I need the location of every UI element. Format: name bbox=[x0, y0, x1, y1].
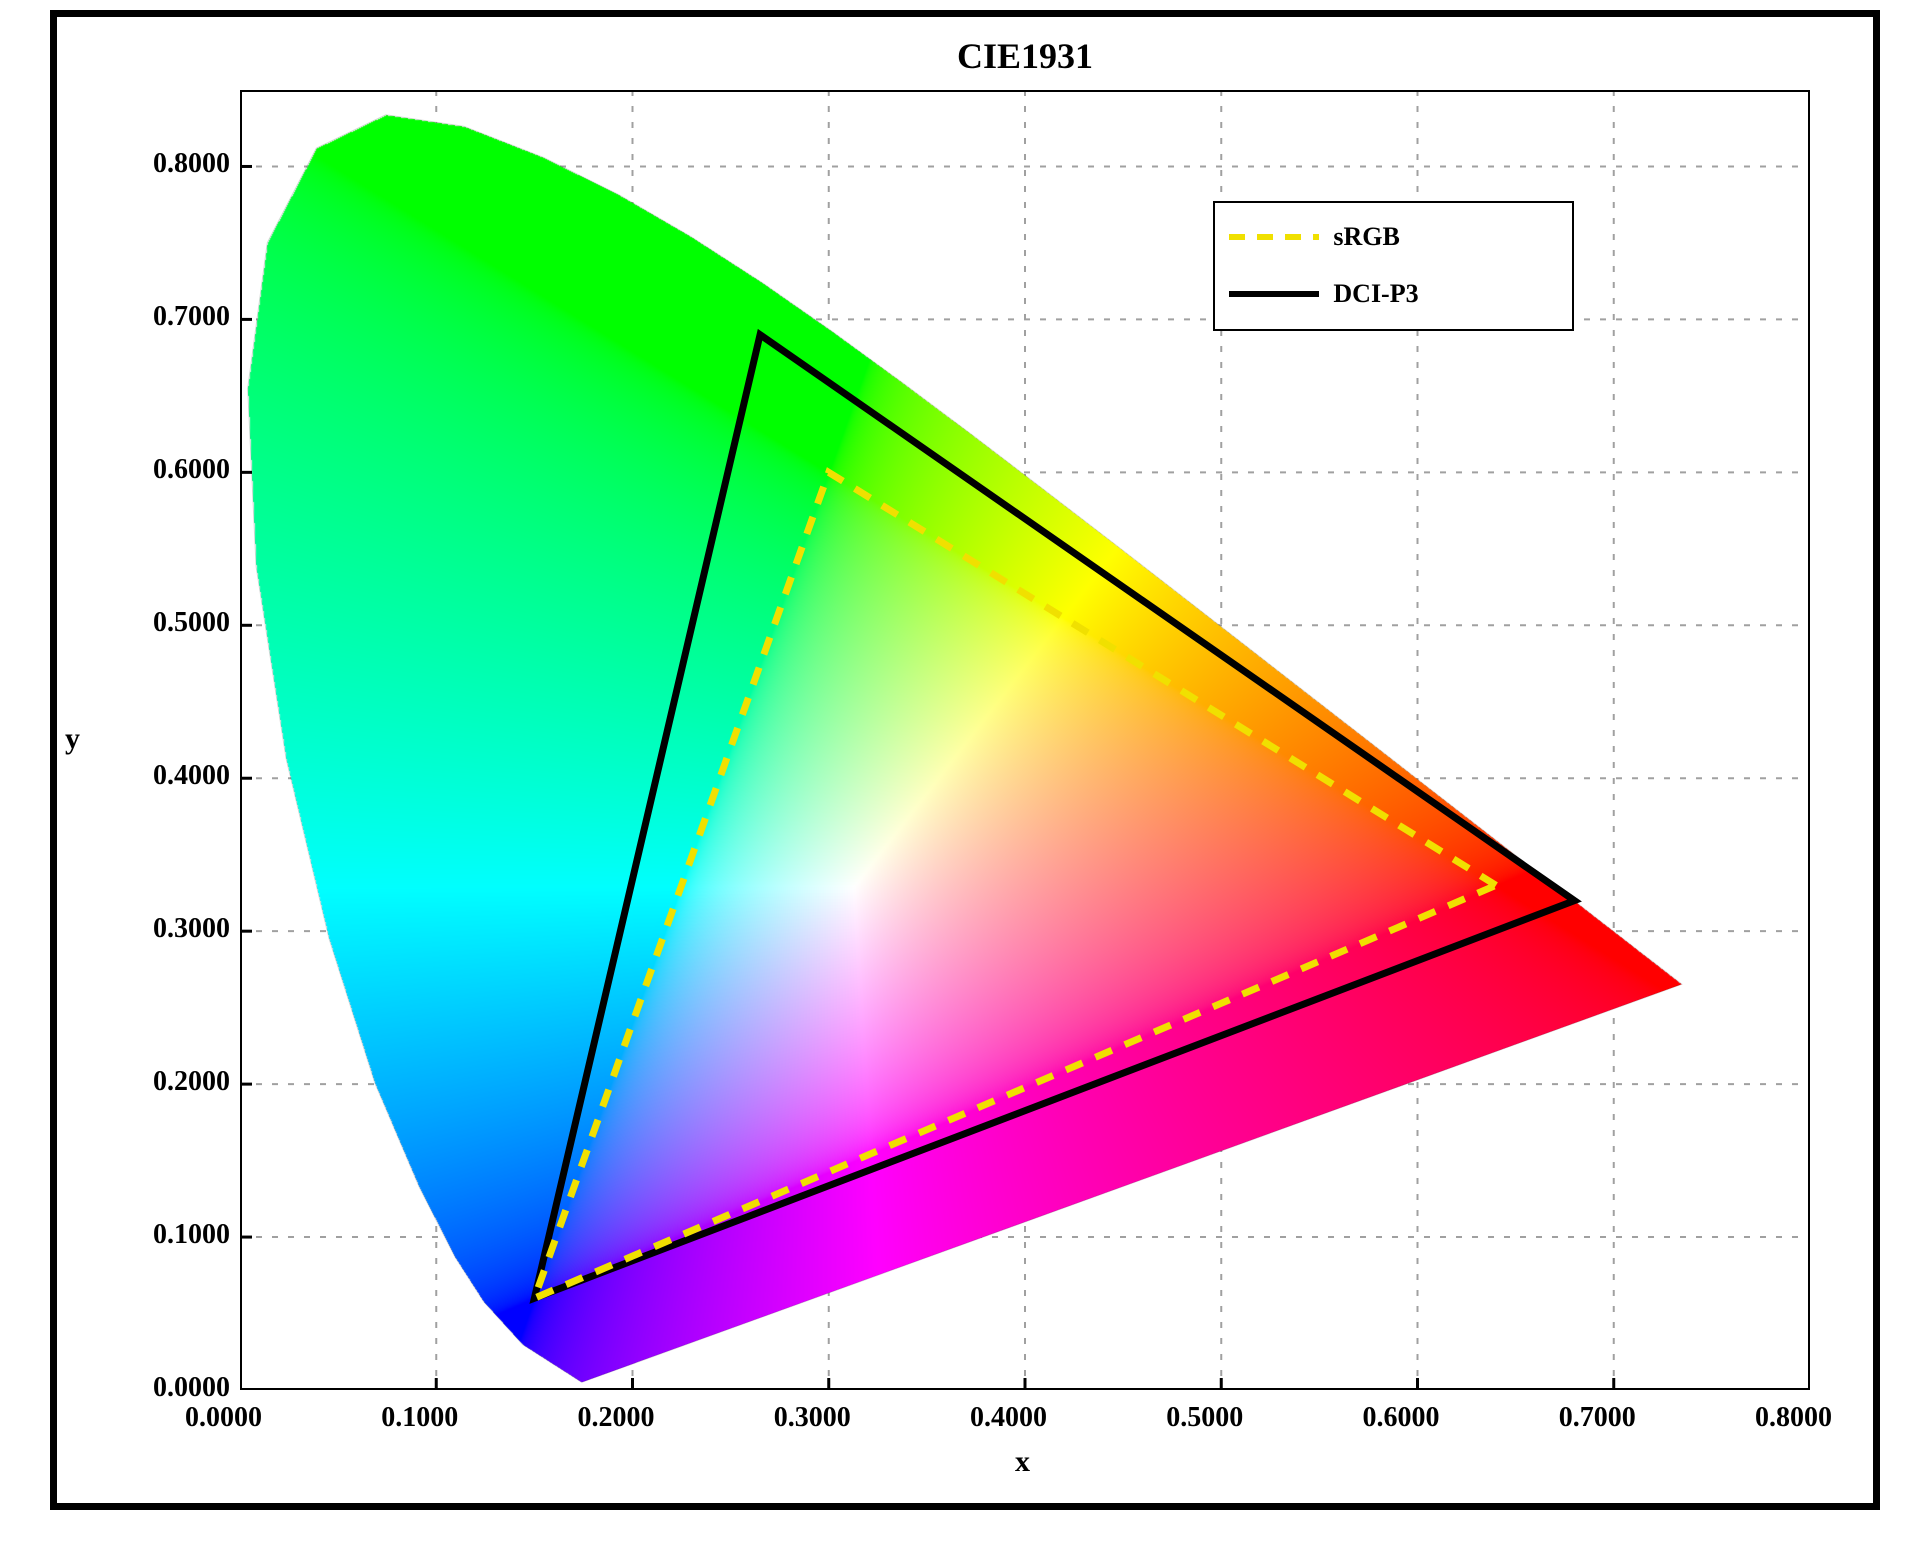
x-tick-label: 0.0000 bbox=[185, 1402, 262, 1434]
chart-title: CIE1931 bbox=[240, 35, 1810, 77]
legend-line-icon bbox=[1229, 282, 1319, 306]
x-tick-label: 0.7000 bbox=[1559, 1402, 1636, 1434]
y-axis-label: y bbox=[65, 722, 80, 756]
y-tick-label: 0.2000 bbox=[120, 1066, 230, 1098]
y-tick-label: 0.5000 bbox=[120, 607, 230, 639]
plot-area bbox=[240, 90, 1810, 1390]
x-tick-label: 0.3000 bbox=[774, 1402, 851, 1434]
y-tick-label: 0.6000 bbox=[120, 454, 230, 486]
legend-line-icon bbox=[1229, 225, 1319, 249]
legend-label: sRGB bbox=[1333, 222, 1399, 252]
x-tick-label: 0.4000 bbox=[970, 1402, 1047, 1434]
legend: sRGB DCI-P3 bbox=[1213, 201, 1574, 331]
y-tick-label: 0.7000 bbox=[120, 301, 230, 333]
y-tick-label: 0.4000 bbox=[120, 760, 230, 792]
x-tick-label: 0.1000 bbox=[381, 1402, 458, 1434]
x-axis-label: x bbox=[1015, 1445, 1030, 1479]
legend-label: DCI-P3 bbox=[1333, 279, 1418, 309]
y-tick-label: 0.3000 bbox=[120, 913, 230, 945]
x-tick-label: 0.8000 bbox=[1755, 1402, 1832, 1434]
y-tick-label: 0.0000 bbox=[120, 1372, 230, 1404]
x-tick-label: 0.6000 bbox=[1363, 1402, 1440, 1434]
y-tick-label: 0.1000 bbox=[120, 1219, 230, 1251]
legend-item: sRGB bbox=[1229, 209, 1558, 266]
legend-item: DCI-P3 bbox=[1229, 266, 1558, 323]
x-tick-label: 0.5000 bbox=[1166, 1402, 1243, 1434]
y-tick-label: 0.8000 bbox=[120, 148, 230, 180]
plot-svg bbox=[240, 90, 1810, 1390]
x-tick-label: 0.2000 bbox=[578, 1402, 655, 1434]
